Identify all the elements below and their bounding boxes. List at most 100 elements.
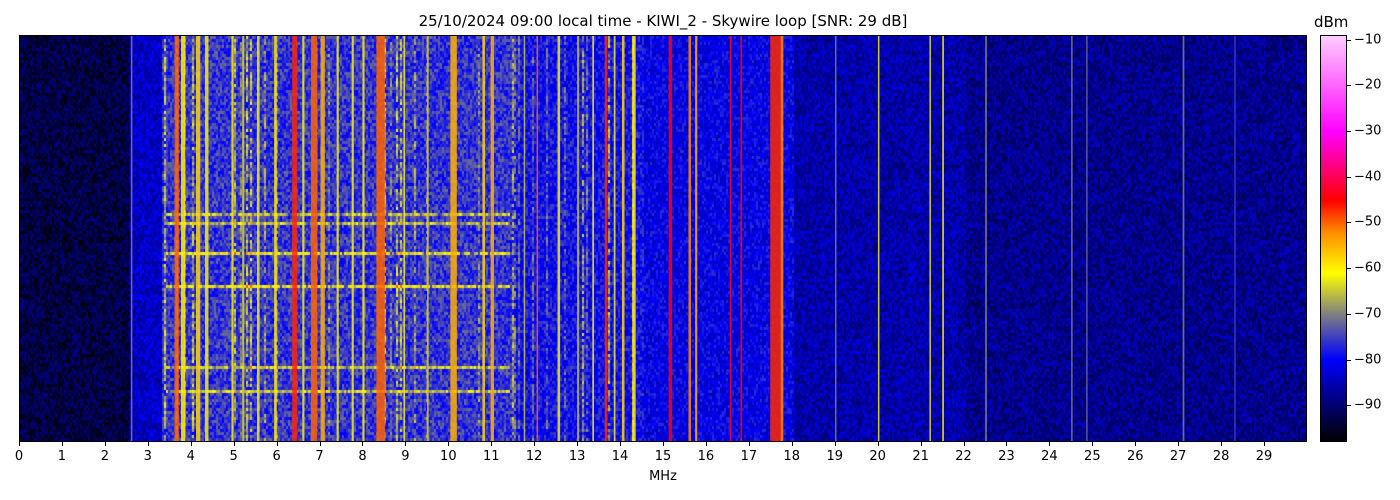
signal-mark xyxy=(181,36,186,441)
signal-mark xyxy=(536,36,539,441)
x-tick-label: 2 xyxy=(100,449,109,464)
x-tick xyxy=(1092,442,1094,446)
x-tick xyxy=(19,442,20,446)
signal-mark xyxy=(770,36,781,441)
x-tick-label: 14 xyxy=(611,449,629,464)
x-tick xyxy=(1178,442,1180,446)
x-tick-label: 16 xyxy=(697,449,715,464)
x-tick-label: 22 xyxy=(955,449,972,464)
spectrogram-noise-heatmap xyxy=(20,36,1306,441)
x-tick-label: 28 xyxy=(1212,449,1230,464)
x-tick xyxy=(1135,442,1137,446)
signal-mark xyxy=(256,36,260,441)
x-tick-label: 19 xyxy=(826,449,843,464)
signal-mark xyxy=(274,36,277,441)
x-tick xyxy=(491,442,493,446)
colorbar-tick xyxy=(1347,313,1351,315)
colorbar-tick-label: −20 xyxy=(1354,77,1382,93)
colorbar-tick xyxy=(1347,268,1351,270)
signal-mark xyxy=(174,36,179,441)
x-tick-label: 20 xyxy=(869,449,886,464)
signal-mark xyxy=(668,36,673,441)
x-tick xyxy=(834,442,836,446)
x-tick-label: 17 xyxy=(740,449,758,464)
x-tick-label: 8 xyxy=(358,449,367,464)
x-tick-label: 6 xyxy=(272,449,281,464)
x-tick xyxy=(748,442,750,446)
signal-mark xyxy=(740,36,743,441)
signal-mark xyxy=(292,36,298,441)
signal-mark xyxy=(695,36,698,441)
signal-mark xyxy=(621,36,625,441)
signal-mark xyxy=(362,36,365,441)
signal-layer xyxy=(130,36,1236,441)
signal-mark xyxy=(320,36,325,441)
colorbar-tick xyxy=(1347,39,1351,41)
signal-mark xyxy=(877,36,880,441)
x-tick-label: 29 xyxy=(1255,449,1273,464)
signal-mark xyxy=(929,36,931,441)
signal-mark xyxy=(1071,36,1073,441)
signal-mark xyxy=(196,36,201,441)
signal-mark xyxy=(242,36,245,441)
x-tick xyxy=(104,442,106,446)
signal-mark xyxy=(490,36,494,441)
x-tick xyxy=(1049,442,1051,446)
x-tick-label: 4 xyxy=(186,449,195,464)
x-tick-label: 13 xyxy=(568,449,586,464)
signal-mark xyxy=(632,36,636,441)
x-tick-label: 11 xyxy=(482,449,500,464)
x-axis: 0 1 2 3 4 5 6 7 8 9 10 11 12 13 14 15 16 17 18 19 20 21 22 23 24… xyxy=(15,442,1307,472)
colorbar-tick-label: −10 xyxy=(1354,32,1382,48)
colorbar-tick xyxy=(1347,131,1351,133)
x-tick-label: 27 xyxy=(1169,449,1187,464)
colorbar xyxy=(1320,35,1347,442)
colorbar-tick-label: −60 xyxy=(1354,260,1382,276)
signal-mark xyxy=(523,36,526,441)
colorbar-tick xyxy=(1347,176,1351,178)
plot-area xyxy=(19,35,1307,442)
x-tick-label: 1 xyxy=(57,449,67,464)
signal-mark xyxy=(688,36,692,441)
x-tick xyxy=(877,442,879,446)
x-tick-label: 15 xyxy=(654,449,672,464)
signal-mark xyxy=(1086,36,1088,441)
signal-mark xyxy=(577,36,580,441)
x-tick-label: 3 xyxy=(143,449,152,464)
x-tick xyxy=(620,442,622,446)
signal-mark xyxy=(592,36,595,441)
x-tick xyxy=(405,442,407,446)
colorbar-tick xyxy=(1347,85,1351,87)
signal-mark xyxy=(205,36,209,441)
signal-mark xyxy=(780,36,784,441)
x-tick xyxy=(791,442,793,446)
x-tick xyxy=(362,442,364,446)
colorbar-tick xyxy=(1347,359,1351,361)
x-tick xyxy=(233,442,235,446)
signal-mark xyxy=(450,36,457,441)
x-axis-label: MHz xyxy=(649,469,677,484)
x-tick xyxy=(577,442,579,446)
chart-title: 25/10/2024 09:00 local time - KIWI_2 - S… xyxy=(418,12,908,30)
signal-mark xyxy=(604,36,608,441)
signal-mark xyxy=(613,36,616,441)
x-tick xyxy=(1006,442,1008,446)
x-tick xyxy=(1264,442,1266,446)
colorbar-tick-label: −50 xyxy=(1354,214,1382,230)
x-tick-label: 12 xyxy=(525,449,543,464)
x-tick-label: 7 xyxy=(315,449,324,464)
x-tick-label: 25 xyxy=(1084,449,1101,464)
x-tick xyxy=(705,442,707,446)
signal-mark xyxy=(231,36,234,441)
signal-mark xyxy=(403,36,406,441)
x-tick xyxy=(920,442,922,446)
x-tick xyxy=(61,442,63,446)
signal-mark xyxy=(834,36,837,441)
signal-mark xyxy=(351,36,354,441)
signal-mark xyxy=(557,36,561,441)
colorbar-label: dBm xyxy=(1314,13,1349,31)
x-tick-label: 23 xyxy=(998,449,1015,464)
x-tick xyxy=(534,442,536,446)
x-tick-label: 0 xyxy=(14,449,24,464)
